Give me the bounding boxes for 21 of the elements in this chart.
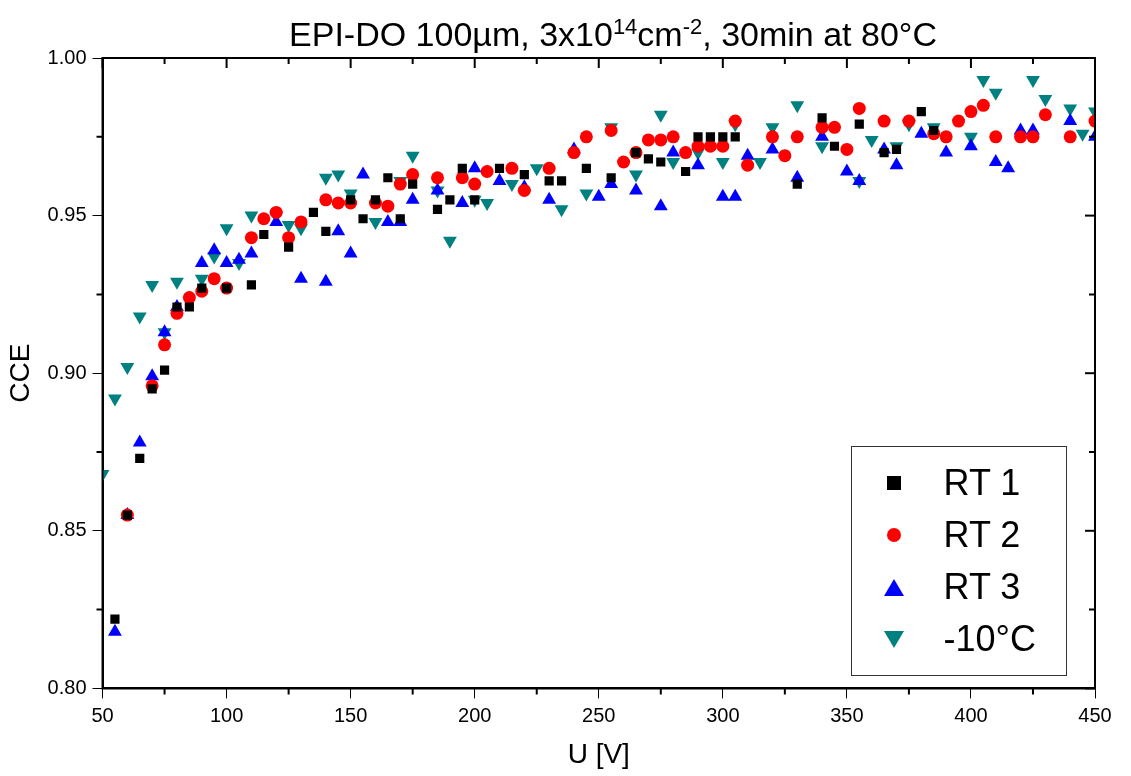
legend-label: RT 1 [943, 462, 1021, 505]
x-tick-label: 250 [582, 703, 616, 726]
y-tick-label: 0.95 [47, 203, 87, 226]
x-tick-label: 300 [706, 703, 740, 726]
x-tick-label: 350 [830, 703, 864, 726]
y-tick-label: 0.90 [47, 360, 87, 383]
y-tick-label: 1.00 [47, 45, 87, 68]
x-tick-label: 200 [458, 703, 492, 726]
x-tick-label: 150 [333, 703, 368, 726]
chart-title: EPI-DO 100µm, 3x10$^{14}$cm$^{-2}$, 30min at 80°C [288, 14, 938, 55]
legend-label: RT 3 [943, 566, 1021, 609]
y-axis-title: CCE [3, 343, 35, 403]
y-tick-label: 0.80 [47, 675, 87, 698]
x-axis-title: U [V] [567, 737, 630, 769]
x-tick-label: 400 [954, 703, 988, 726]
legend-label: RT 2 [943, 514, 1021, 557]
legend-label: -10°C [943, 618, 1036, 661]
y-tick-label: 0.85 [47, 518, 87, 541]
x-tick-label: 100 [209, 703, 244, 726]
x-tick-label: 450 [1078, 703, 1112, 726]
x-tick-label: 50 [91, 703, 114, 726]
